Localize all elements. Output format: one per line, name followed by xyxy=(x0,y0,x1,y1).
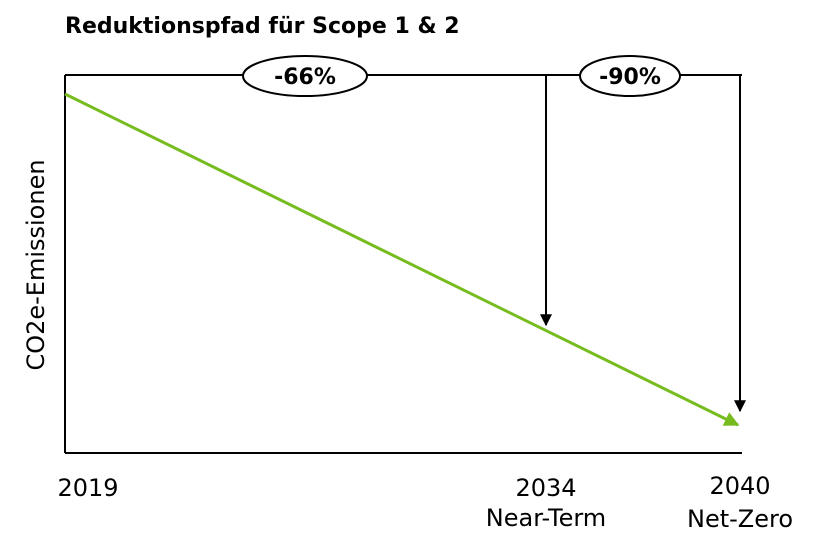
badge xyxy=(579,55,681,97)
reduction-path xyxy=(64,92,740,427)
milestone-label: Net-Zero xyxy=(687,505,793,533)
y-axis-label: CO2e-Emissionen xyxy=(22,159,50,370)
year-label: 2040 xyxy=(709,472,770,500)
year-label: 2019 xyxy=(57,474,118,502)
badge xyxy=(242,55,368,97)
reduction-label: -66% xyxy=(274,65,336,90)
year-label: 2034 xyxy=(515,474,576,502)
reduction-label: -90% xyxy=(599,65,661,90)
milestone-label: Near-Term xyxy=(486,504,606,532)
axes xyxy=(64,74,742,454)
title: Reduktionspfad für Scope 1 & 2 xyxy=(65,14,460,39)
